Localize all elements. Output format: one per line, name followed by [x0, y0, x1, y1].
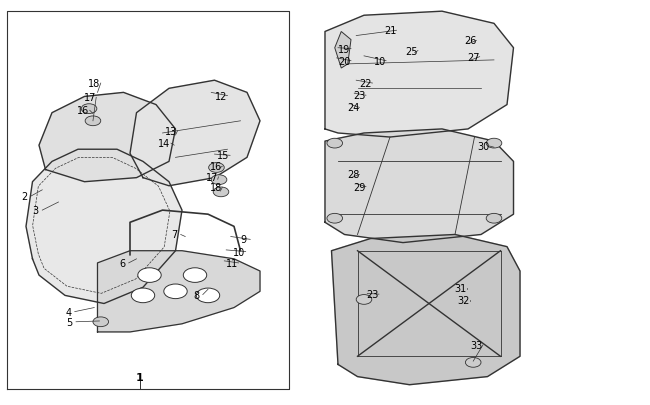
Text: 13: 13 [165, 127, 177, 136]
Text: 15: 15 [217, 151, 230, 161]
Text: 11: 11 [226, 258, 238, 268]
Text: 23: 23 [366, 290, 379, 299]
Text: 28: 28 [346, 170, 359, 180]
Text: 29: 29 [353, 182, 366, 192]
Text: 33: 33 [471, 340, 482, 350]
Circle shape [465, 358, 481, 367]
Text: 3: 3 [32, 206, 39, 215]
Circle shape [209, 163, 224, 173]
Text: 26: 26 [463, 36, 476, 46]
Text: 30: 30 [477, 142, 489, 151]
Text: 31: 31 [454, 284, 466, 293]
Text: 22: 22 [359, 79, 372, 89]
Circle shape [81, 104, 97, 114]
Text: 25: 25 [405, 47, 418, 56]
Text: 14: 14 [159, 139, 170, 149]
Text: 10: 10 [374, 57, 385, 66]
Circle shape [85, 117, 101, 126]
Text: 18: 18 [88, 79, 100, 89]
Text: 16: 16 [77, 106, 89, 116]
Circle shape [486, 139, 502, 149]
Text: 5: 5 [66, 317, 73, 327]
Polygon shape [335, 32, 351, 69]
Text: 24: 24 [346, 103, 359, 113]
Polygon shape [39, 93, 176, 182]
Text: 18: 18 [210, 183, 222, 193]
Polygon shape [26, 150, 182, 304]
Text: 1: 1 [136, 373, 144, 382]
Circle shape [93, 317, 109, 327]
Text: 32: 32 [457, 296, 470, 305]
Text: 6: 6 [119, 258, 125, 268]
Text: 8: 8 [193, 290, 200, 300]
Text: 16: 16 [210, 162, 222, 172]
Text: 7: 7 [171, 230, 177, 240]
Polygon shape [98, 251, 260, 332]
Circle shape [356, 295, 372, 305]
Circle shape [183, 268, 207, 283]
Text: 23: 23 [353, 91, 366, 101]
Text: 12: 12 [214, 92, 227, 101]
Circle shape [196, 288, 220, 303]
Text: 2: 2 [21, 192, 28, 201]
Text: 21: 21 [384, 26, 396, 36]
Circle shape [131, 288, 155, 303]
Text: 19: 19 [339, 45, 350, 54]
Circle shape [486, 214, 502, 224]
Text: 27: 27 [467, 53, 480, 62]
Text: 10: 10 [233, 247, 245, 257]
Text: 17: 17 [83, 93, 96, 103]
Text: 20: 20 [338, 57, 351, 66]
Text: 4: 4 [65, 307, 72, 317]
Text: 9: 9 [240, 235, 247, 245]
Polygon shape [130, 81, 260, 186]
Text: 17: 17 [205, 173, 218, 182]
Circle shape [327, 139, 343, 149]
Circle shape [164, 284, 187, 299]
Circle shape [327, 214, 343, 224]
Circle shape [211, 175, 227, 185]
Polygon shape [332, 235, 520, 385]
Polygon shape [325, 130, 514, 243]
Polygon shape [325, 12, 514, 138]
Circle shape [213, 188, 229, 197]
Circle shape [138, 268, 161, 283]
